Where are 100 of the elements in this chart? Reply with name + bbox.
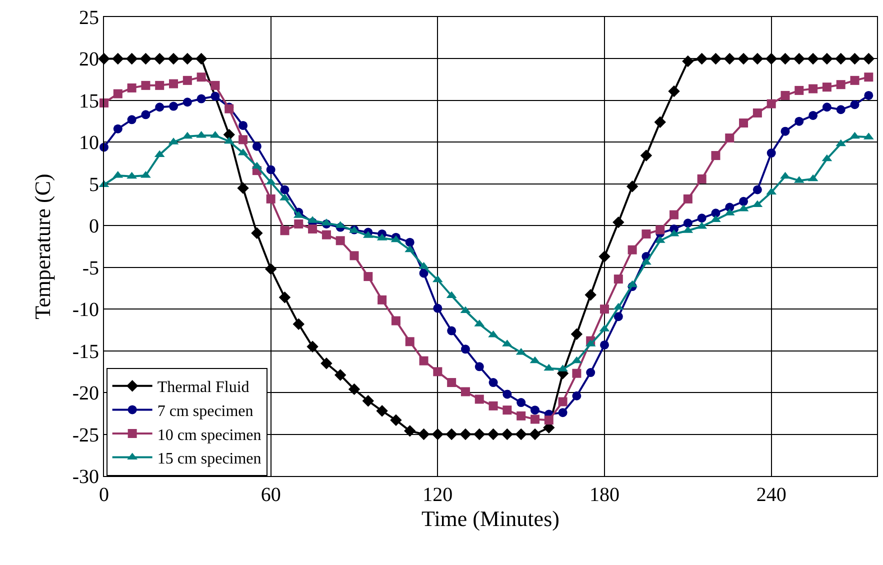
point — [780, 90, 790, 100]
point — [598, 250, 610, 262]
point — [752, 185, 762, 194]
point — [141, 110, 150, 120]
point — [364, 272, 373, 282]
point — [294, 219, 304, 228]
y-tick-label: -30 — [72, 466, 99, 488]
point — [391, 316, 400, 326]
point — [529, 428, 541, 440]
point — [766, 99, 776, 108]
point — [697, 214, 706, 223]
point — [850, 132, 860, 139]
point — [126, 52, 138, 65]
point — [780, 172, 790, 179]
point — [113, 124, 122, 134]
point — [558, 408, 568, 418]
point — [836, 105, 846, 114]
point — [821, 52, 833, 65]
point — [642, 229, 651, 238]
point — [739, 118, 748, 128]
point — [864, 90, 874, 100]
point — [460, 428, 472, 440]
point — [850, 100, 860, 110]
point — [362, 395, 374, 407]
point — [572, 391, 582, 400]
point — [696, 52, 708, 65]
point — [501, 428, 514, 440]
point — [779, 52, 792, 65]
point — [487, 428, 500, 440]
legend-label: Thermal Fluid — [157, 379, 250, 396]
point — [390, 414, 402, 426]
x-tick-label: 60 — [260, 484, 281, 506]
point — [544, 416, 554, 425]
point — [419, 268, 428, 278]
legend-label: 15 cm specimen — [157, 450, 262, 468]
point — [169, 79, 178, 88]
point — [640, 150, 652, 162]
point — [656, 225, 665, 234]
point — [572, 368, 582, 378]
point — [447, 326, 456, 336]
point — [822, 102, 832, 112]
point — [584, 289, 596, 301]
point — [113, 89, 122, 98]
point — [474, 362, 484, 372]
point — [474, 428, 486, 440]
point — [752, 108, 762, 118]
point — [697, 174, 706, 184]
point — [280, 226, 290, 236]
point — [182, 52, 194, 65]
y-tick-label: -10 — [72, 299, 99, 322]
x-tick-label: 120 — [422, 484, 453, 506]
point — [516, 411, 526, 420]
point — [419, 356, 428, 366]
point — [182, 98, 192, 107]
point — [836, 80, 846, 90]
point — [308, 224, 318, 234]
point — [808, 110, 818, 120]
point — [738, 52, 750, 65]
point — [140, 52, 152, 65]
point — [306, 340, 318, 352]
point — [558, 397, 568, 406]
point — [238, 120, 248, 130]
point — [251, 227, 263, 239]
point — [794, 116, 804, 126]
point — [141, 80, 150, 90]
point — [336, 236, 345, 246]
point — [127, 83, 136, 92]
point — [154, 52, 166, 65]
point — [502, 406, 512, 415]
point — [278, 292, 291, 304]
point — [739, 196, 748, 206]
point — [502, 390, 512, 399]
point — [710, 52, 722, 65]
point — [320, 357, 332, 370]
y-tick-label: 5 — [89, 174, 99, 196]
point — [112, 52, 124, 65]
point — [864, 72, 874, 82]
point — [474, 394, 484, 404]
point — [264, 263, 277, 275]
point — [155, 80, 164, 90]
point — [848, 52, 861, 65]
point — [322, 230, 331, 240]
point — [127, 115, 136, 124]
point — [614, 274, 623, 284]
point — [780, 126, 790, 136]
point — [641, 258, 652, 265]
point — [447, 378, 456, 388]
y-tick-label: 10 — [79, 132, 99, 154]
y-tick-label: -25 — [72, 424, 99, 446]
point — [169, 102, 178, 111]
x-tick-label: 180 — [590, 484, 620, 506]
point — [334, 369, 346, 381]
point — [433, 367, 442, 376]
point — [711, 151, 720, 160]
point — [600, 340, 609, 350]
point — [570, 328, 583, 340]
point — [794, 86, 804, 95]
point — [210, 92, 220, 101]
point — [766, 148, 776, 158]
point — [572, 356, 582, 364]
